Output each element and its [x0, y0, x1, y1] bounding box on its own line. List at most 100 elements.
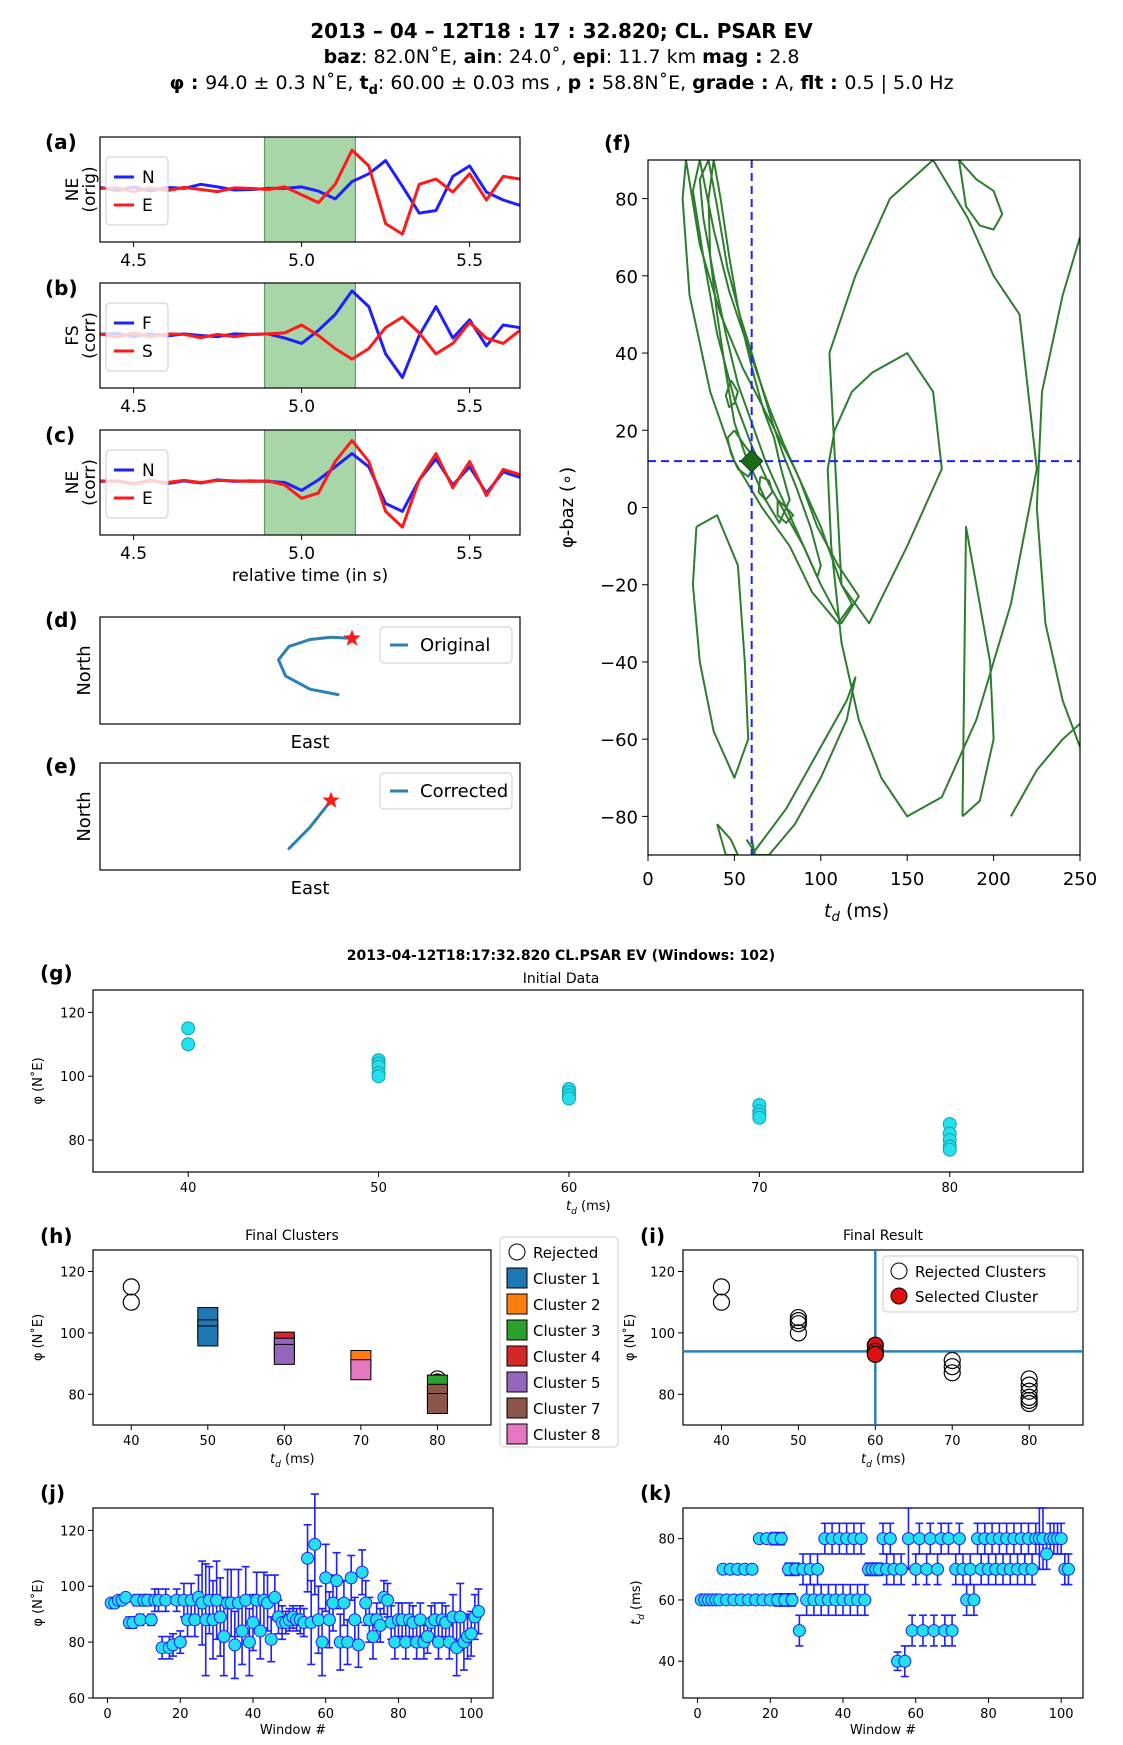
ytick-label-f-0: 80	[615, 190, 638, 211]
data-point-g	[561, 1091, 576, 1106]
data-point-g	[371, 1069, 386, 1084]
xtick-label-c-0: 4.5	[120, 544, 147, 564]
cluster-point-5	[426, 1393, 448, 1415]
xtick-label-i-0: 40	[713, 1434, 730, 1449]
data-point-j	[264, 1632, 278, 1646]
xtick-label-i-1: 50	[790, 1434, 807, 1449]
contour-line-10	[826, 160, 1038, 818]
xtick-label-f-0: 0	[642, 869, 653, 890]
panel-letter-j: (j)	[40, 1481, 65, 1505]
header3-val-4: 0.5 | 5.0 Hz	[844, 72, 954, 94]
data-point-k	[909, 1562, 923, 1576]
ytick-label-h-0: 120	[60, 1265, 85, 1280]
legend-marker-cluster-5	[506, 1397, 528, 1419]
axes-k	[682, 1507, 1084, 1699]
xtick-label-i-3: 70	[944, 1434, 961, 1449]
legend-label-h-2: Cluster 2	[533, 1296, 601, 1314]
xtick-label-j-5: 100	[459, 1707, 484, 1722]
xtick-label-j-0: 0	[103, 1707, 111, 1722]
data-point-j	[413, 1613, 427, 1627]
legend-label-h-5: Cluster 5	[533, 1374, 601, 1392]
header2-val-3: 2.8	[769, 46, 800, 68]
legend-label-a-0: N	[142, 168, 155, 188]
data-point-j	[359, 1596, 373, 1610]
xtick-label-k-4: 80	[980, 1707, 997, 1722]
particle-path-d	[277, 635, 354, 697]
axes-f	[647, 159, 1081, 856]
data-point-j	[311, 1613, 325, 1627]
star-marker-d	[343, 629, 361, 646]
xtick-label-b-2: 5.5	[456, 397, 483, 417]
header2-key-0: baz	[323, 46, 362, 68]
data-point-j	[319, 1571, 333, 1585]
data-point-k	[963, 1562, 977, 1576]
xlabel-f: td (ms)	[824, 900, 889, 925]
legend-marker-cluster-2	[506, 1319, 528, 1341]
xtick-label-j-2: 40	[245, 1707, 262, 1722]
data-point-k	[931, 1562, 945, 1576]
header-line-2: baz: 82.0N˚E, ain: 24.0˚, epi: 11.7 km m…	[0, 44, 1123, 70]
data-point-j	[239, 1593, 253, 1607]
ylabel-c-2: (corr)	[80, 459, 100, 506]
cluster-point-0	[197, 1325, 219, 1347]
ylabel-a-2: (orig)	[80, 166, 100, 212]
header2-key-3: mag :	[702, 46, 770, 68]
data-point-k	[916, 1624, 930, 1638]
header3-sub-1: d	[368, 82, 378, 98]
legend-marker-cluster-3	[506, 1345, 528, 1367]
xtick-label-a-0: 4.5	[120, 251, 147, 271]
xtick-label-c-2: 5.5	[456, 544, 483, 564]
xlabel-i: td (ms)	[861, 1452, 906, 1470]
panel-letter-f: (f)	[604, 131, 631, 155]
data-point-k	[1061, 1562, 1075, 1576]
xtick-label-k-5: 100	[1049, 1707, 1074, 1722]
xtick-label-f-1: 50	[723, 869, 746, 890]
ytick-label-i-2: 80	[658, 1388, 675, 1403]
legend-label-h-0: Rejected	[533, 1244, 598, 1262]
data-point-j	[301, 1551, 315, 1565]
panel-letter-h: (h)	[40, 1224, 73, 1248]
trace-e-c	[100, 439, 520, 529]
ytick-label-f-4: 0	[627, 499, 638, 520]
rejected-point-h	[122, 1278, 140, 1296]
legend-box-e	[379, 772, 513, 810]
data-point-j	[144, 1613, 158, 1627]
data-point-k	[774, 1532, 788, 1546]
header3-val-3: A,	[775, 72, 801, 94]
xtick-label-h-3: 70	[353, 1434, 370, 1449]
header3-key-2: p :	[567, 72, 603, 94]
title-h: Final Clusters	[245, 1228, 339, 1244]
ytick-label-i-0: 120	[650, 1265, 675, 1280]
data-point-g	[181, 1037, 196, 1052]
rejected-point-i	[943, 1358, 961, 1376]
data-point-j	[471, 1604, 485, 1618]
ylabel-a-1: NE	[63, 178, 83, 201]
xtick-label-h-0: 40	[123, 1434, 140, 1449]
contour-line-13	[750, 676, 857, 855]
xtick-label-g-0: 40	[180, 1181, 197, 1196]
data-point-k	[883, 1532, 897, 1546]
data-point-j	[213, 1610, 227, 1624]
data-point-k	[785, 1593, 799, 1607]
data-point-j	[330, 1574, 344, 1588]
xtick-label-b-0: 4.5	[120, 397, 147, 417]
ytick-label-k-2: 40	[658, 1655, 675, 1670]
legend-label-b-0: F	[142, 314, 152, 334]
legend-box-i	[882, 1255, 1079, 1313]
legend-label-h-6: Cluster 7	[533, 1400, 601, 1418]
legend-label-h-7: Cluster 8	[533, 1426, 601, 1444]
data-point-k	[1025, 1562, 1039, 1576]
data-point-k	[945, 1624, 959, 1638]
rejected-point-i	[789, 1312, 807, 1330]
header2-val-2: : 11.7 km	[605, 46, 703, 68]
ylabel-b-2: (corr)	[80, 312, 100, 359]
xlabel-c: relative time (in s)	[232, 566, 388, 586]
header3-key-1: t	[359, 72, 369, 94]
ytick-label-j-2: 80	[68, 1636, 85, 1651]
header-line-3: φ : 94.0 ± 0.3 N˚E, td: 60.00 ± 0.03 ms …	[0, 70, 1123, 104]
data-point-j	[253, 1624, 267, 1638]
ytick-label-h-2: 80	[68, 1388, 85, 1403]
rejected-point-i	[943, 1351, 961, 1370]
axes-g	[92, 989, 1084, 1173]
